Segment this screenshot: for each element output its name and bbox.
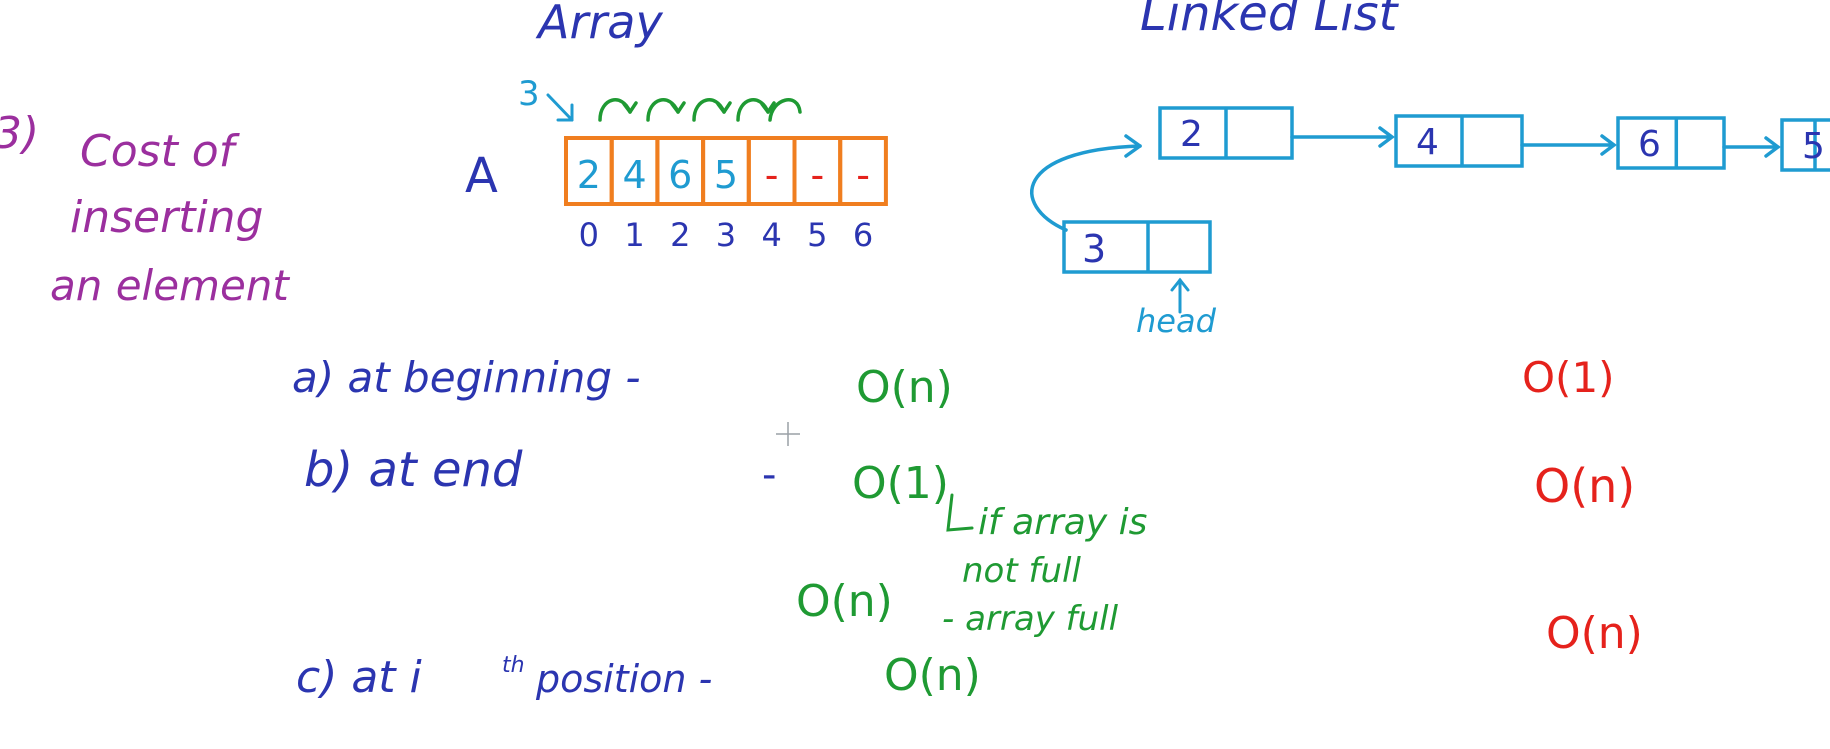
section-number: 3) [0,108,39,159]
row-c-list-cost: O(n) [1546,608,1643,659]
array-cell-value: - [765,153,779,197]
array-index: 3 [716,216,736,254]
row-b-note-3: - array full [942,599,1119,639]
insert-arrow-icon [546,93,574,122]
row-a-array-cost: O(n) [856,362,953,413]
head-arrow-icon [1170,277,1190,314]
new-node: 3 [1062,220,1212,274]
row-b-label: b) at end [304,442,523,498]
section-line-3: an element [50,261,290,310]
array-index: 0 [579,216,599,254]
array-cell-value: 4 [622,153,646,197]
row-a-label: a) at beginning - [292,353,641,402]
linked-list-node [1780,118,1830,172]
linked-list-node-value: 4 [1416,122,1439,163]
new-node-value: 3 [1082,227,1106,271]
row-b-array-cost: O(1) [852,458,949,509]
linked-list-arrow-icon [1290,126,1395,148]
linked-list-node-value: 5 [1802,126,1825,167]
row-c-label-sup: th [502,653,525,678]
row-c-array-cost: O(n) [884,650,981,701]
row-b-list-cost: O(n) [1534,459,1635,513]
array-index: 5 [807,216,827,254]
row-a-list-cost: O(1) [1522,353,1615,402]
section-line-2: inserting [70,192,264,243]
array-cell-value: 5 [714,153,738,197]
linked-list-arrow-icon [1722,136,1781,158]
note-bracket-icon [946,493,974,532]
linked-list-node [1616,116,1726,170]
array-insert-value: 3 [518,74,540,114]
row-b-note-1: if array is [978,502,1147,543]
array-cell [838,136,888,206]
array-index: 6 [853,216,873,254]
section-line-1: Cost of [80,126,241,177]
linked-list-nodes: 2 4 6 5 [1158,106,1830,172]
row-b-dash: - [762,452,776,498]
array-cell-value: 6 [668,153,692,197]
array-cell-value: 2 [577,153,601,197]
array-name: A [465,148,498,204]
array-cell-value: - [856,153,870,197]
row-c-label: c) at i [296,652,423,703]
new-node-link-arrow-icon [1030,134,1142,232]
row-c-label-rest: position - [535,657,712,701]
shift-arrows-icon [598,98,802,122]
cursor-icon [776,422,800,446]
head-label: head [1136,302,1217,340]
linked-list-arrow-icon [1520,134,1617,156]
array-cell-value: - [810,153,824,197]
row-b-array-cost-full: O(n) [796,576,893,627]
linked-list-node [1394,114,1524,168]
array-index: 1 [624,216,644,254]
linked-list-node-value: 2 [1180,114,1203,155]
array-title: Array [535,0,663,49]
row-b-note-2: not full [962,551,1081,591]
linked-list-node-value: 6 [1638,124,1661,165]
array-index: 2 [670,216,690,254]
linked-list-title: Linked List [1140,0,1400,42]
array-index: 4 [761,216,781,254]
